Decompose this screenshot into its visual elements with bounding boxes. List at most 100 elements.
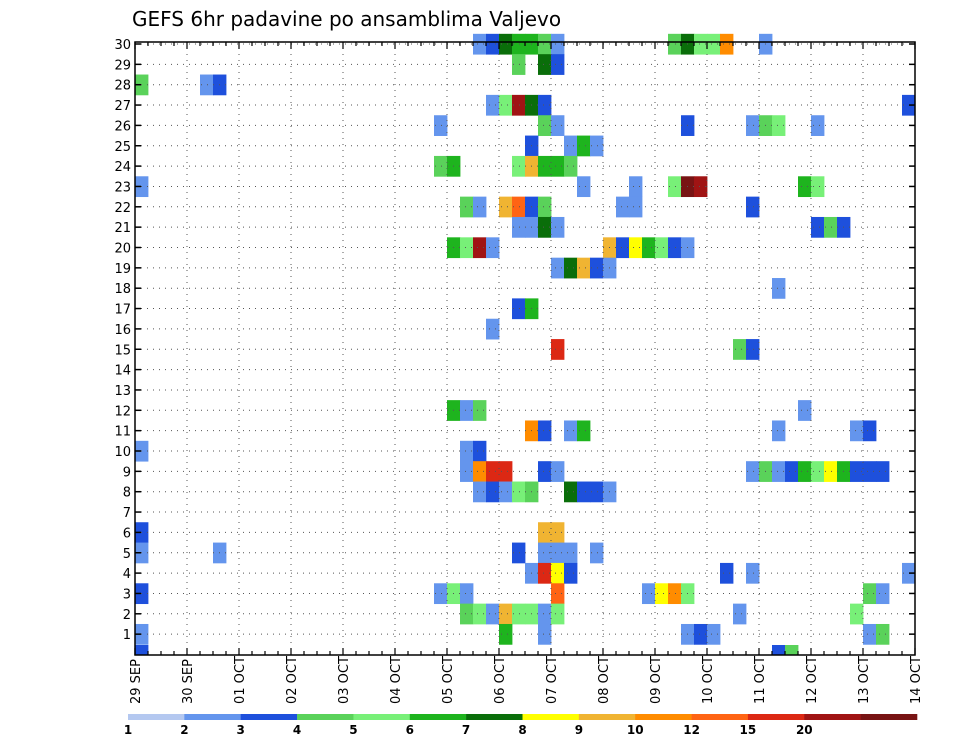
heatmap-cell <box>694 623 708 645</box>
heatmap-cell <box>733 339 747 360</box>
heatmap-cell <box>707 33 721 55</box>
y-tick-label: 26 <box>114 119 131 134</box>
heatmap-cell <box>564 542 578 564</box>
grid-lines <box>135 42 915 655</box>
heatmap-cell <box>902 562 916 584</box>
heatmap-cell <box>200 74 214 96</box>
heatmap-cell <box>577 135 591 157</box>
heatmap-cell <box>876 583 890 605</box>
y-tick-label: 29 <box>114 58 131 73</box>
heatmap-cell <box>564 481 578 503</box>
heatmap-cell <box>746 339 760 360</box>
heatmap-cell <box>473 481 487 503</box>
heatmap-cell <box>486 318 500 340</box>
heatmap-cell <box>499 33 513 55</box>
heatmap-cell <box>694 33 708 55</box>
heatmap-cell <box>460 603 474 625</box>
heatmap-cell <box>811 115 825 136</box>
heatmap-cell <box>460 440 474 462</box>
heatmap-cell <box>655 237 669 259</box>
x-tick-label: 10 OCT <box>701 656 716 704</box>
y-tick-label: 25 <box>114 140 131 155</box>
y-tick-label: 11 <box>114 425 131 440</box>
legend-color-swatch <box>353 714 411 720</box>
y-tick-label: 17 <box>114 303 131 318</box>
color-legend: 1 2 3 4 5 6 7 8 9 10 12 15 20 <box>124 714 918 737</box>
heatmap-cell <box>746 461 760 482</box>
heatmap-cell <box>850 420 864 442</box>
heatmap-cell <box>746 196 760 218</box>
legend-color-swatch <box>466 714 523 720</box>
y-tick-label: 5 <box>123 547 131 562</box>
heatmap-cell <box>460 583 474 605</box>
heatmap-cell <box>499 623 513 645</box>
y-tick-label: 1 <box>123 628 131 643</box>
heatmap-cell <box>733 603 747 625</box>
heatmap-cell <box>642 237 656 259</box>
y-tick-label: 10 <box>114 445 131 460</box>
heatmap-cell <box>434 155 448 177</box>
y-tick-label: 15 <box>114 343 131 358</box>
heatmap-cell <box>538 155 552 177</box>
x-tick-label: 29 SEP <box>129 659 144 704</box>
y-tick-label: 8 <box>123 486 131 501</box>
x-tick-label: 01 OCT <box>233 656 248 704</box>
y-tick-label: 16 <box>114 323 131 338</box>
heatmap-cell <box>772 115 786 136</box>
heatmap-cell <box>473 461 487 482</box>
heatmap-cell <box>486 94 500 116</box>
heatmap-cell <box>486 33 500 55</box>
x-tick-label: 09 OCT <box>649 656 664 704</box>
heatmap-cell <box>538 420 552 442</box>
heatmap-cell <box>564 562 578 584</box>
heatmap-cell <box>538 196 552 218</box>
x-tick-label: 12 OCT <box>805 656 820 704</box>
heatmap-cell <box>551 562 565 584</box>
heatmap-cell <box>512 481 526 503</box>
heatmap-cell <box>668 583 682 605</box>
heatmap-cell <box>486 603 500 625</box>
heatmap-cell <box>538 115 552 136</box>
heatmap-cell <box>499 481 513 503</box>
heatmap-cell <box>629 196 643 218</box>
heatmap-cell <box>473 33 487 55</box>
x-tick-label: 14 OCT <box>909 656 924 704</box>
legend-color-swatch <box>804 714 861 720</box>
y-tick-label: 30 <box>114 38 131 53</box>
heatmap-cell <box>668 33 682 55</box>
heatmap-cell <box>629 176 643 198</box>
heatmap-cell <box>499 461 513 482</box>
heatmap-cell <box>460 400 474 421</box>
heatmap-cell <box>772 461 786 482</box>
x-tick-label: 13 OCT <box>857 656 872 704</box>
heatmap-cell <box>577 176 591 198</box>
heatmap-cell <box>486 481 500 503</box>
heatmap-cell <box>460 237 474 259</box>
heatmap-cell <box>499 94 513 116</box>
heatmap-cell <box>551 216 565 238</box>
heatmap-cell <box>460 461 474 482</box>
heatmap-cell <box>824 461 838 482</box>
heatmap-cell <box>460 196 474 218</box>
y-tick-label: 9 <box>123 465 131 480</box>
heatmap-cell <box>551 257 565 279</box>
y-tick-label: 7 <box>123 506 131 521</box>
heatmap-cell <box>668 176 682 198</box>
heatmap-cell <box>850 461 864 482</box>
legend-color-swatch <box>522 714 580 720</box>
legend-color-swatch <box>747 714 805 720</box>
heatmap-cell <box>668 237 682 259</box>
heatmap-cell <box>590 135 604 157</box>
heatmap-cell <box>772 420 786 442</box>
heatmap-cell <box>863 583 877 605</box>
heatmap-cell <box>551 603 565 625</box>
heatmap-cell <box>512 542 526 564</box>
heatmap-cell <box>512 33 526 55</box>
heatmap-cell <box>538 623 552 645</box>
legend-label: 4 <box>293 723 301 737</box>
legend-color-swatch <box>691 714 749 720</box>
heatmap-cell <box>590 481 604 503</box>
heatmap-cell <box>746 562 760 584</box>
heatmap-cell <box>551 339 565 360</box>
heatmap-cell <box>512 94 526 116</box>
